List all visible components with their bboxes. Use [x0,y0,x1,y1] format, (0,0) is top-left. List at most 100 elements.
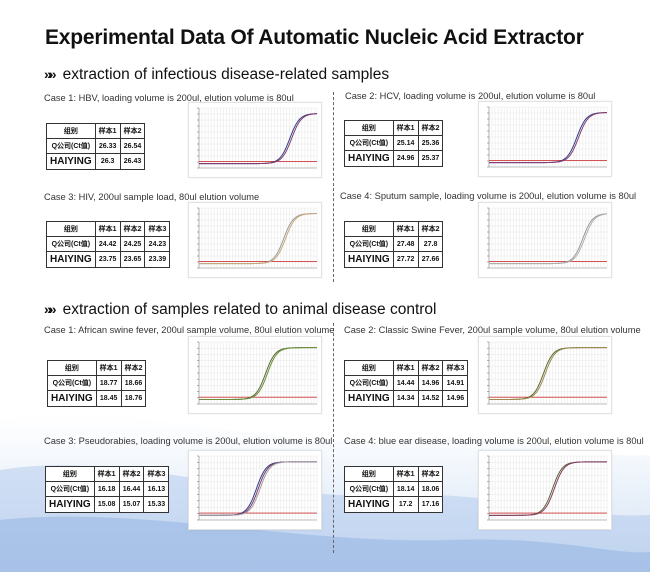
table-row-name: HAIYING [46,153,96,170]
table-cell: 24.42 [94,236,121,252]
amplification-curve [199,347,317,400]
table-cell: 17.16 [417,496,444,513]
case-label: Case 2: HCV, loading volume is 200ul, el… [345,91,596,101]
table-header-cell: 组别 [46,123,96,139]
table-row-name: HAIYING [344,496,394,513]
table-header-cell: 样本2 [120,360,147,376]
table-cell: 23.75 [94,251,121,268]
table-header-cell: 样本1 [392,120,419,136]
table-row-name: Q公司(Ct值) [344,481,394,497]
case-label: Case 2: Classic Swine Fever, 200ul sampl… [344,325,641,335]
amplification-chart-svg [487,341,608,405]
amplification-curve [489,461,607,516]
table-cell: 14.91 [442,375,469,391]
ct-value-table: 组别 样本1 样本2 样本3 Q公司(Ct值) 16.18 16.44 16.13 HAIYIN… [45,466,170,513]
table-header-row: 组别 样本1 样本2 [344,120,444,136]
table-row-name: Q公司(Ct值) [46,236,96,252]
table-row: Q公司(Ct值) 14.44 14.96 14.91 [344,375,469,391]
table-header-cell: 样本2 [417,120,444,136]
table-cell: 23.39 [144,251,171,268]
amplification-chart [478,202,612,278]
table-cell: 27.48 [392,236,419,252]
amplification-curve [489,112,608,164]
table-header-cell: 样本2 [119,221,146,237]
amplification-chart-svg [197,207,318,269]
table-cell: 18.06 [417,481,444,497]
table-cell: 14.96 [442,390,469,407]
table-header-row: 组别 样本1 样本2 样本3 [45,466,170,482]
table-cell: 27.72 [392,251,419,268]
table-header-cell: 组别 [344,120,394,136]
table-row-name: HAIYING [47,390,97,407]
table-row: Q公司(Ct值) 18.14 18.06 [344,481,444,497]
case-label: Case 3: HIV, 200ul sample load, 80ul elu… [44,192,260,202]
table-cell: 27.66 [417,251,444,268]
table-cell: 15.07 [118,496,145,513]
table-header-cell: 样本1 [392,466,419,482]
table-cell: 14.52 [417,390,444,407]
amplification-curve [489,213,608,265]
table-row: Q公司(Ct值) 26.33 26.54 [46,138,146,154]
table-header-cell: 样本2 [118,466,145,482]
table-row: HAIYING 27.72 27.66 [344,251,444,268]
case-label: Case 1: African swine fever, 200ul sampl… [44,325,335,335]
table-row-name: Q公司(Ct值) [47,375,97,391]
table-cell: 24.25 [119,236,146,252]
table-cell: 24.23 [144,236,171,252]
table-cell: 18.77 [95,375,122,391]
amplification-chart [188,202,322,278]
amplification-chart [188,102,322,178]
table-header-row: 组别 样本1 样本2 [47,360,147,376]
table-cell: 18.14 [392,481,419,497]
table-cell: 15.08 [93,496,120,513]
table-row-name: Q公司(Ct值) [45,481,95,497]
table-cell: 17.2 [392,496,419,513]
table-cell: 26.54 [119,138,146,154]
table-header-cell: 样本1 [95,360,122,376]
table-row-name: HAIYING [46,251,96,268]
amplification-chart-svg [197,107,318,169]
ct-value-table: 组别 样本1 样本2 Q公司(Ct值) 26.33 26.54 HAIYING 26.3 26.… [46,123,146,170]
case-label: Case 3: Pseudorabies, loading volume is … [44,436,333,446]
case-label: Case 4: blue ear disease, loading volume… [344,436,644,446]
table-cell: 14.96 [417,375,444,391]
table-cell: 24.96 [392,150,419,167]
table-cell: 25.36 [417,135,444,151]
table-header-row: 组别 样本1 样本2 [344,221,444,237]
section-heading-animal: »» extraction of samples related to anima… [44,301,437,319]
table-header-row: 组别 样本1 样本2 样本3 [46,221,171,237]
table-header-cell: 样本3 [143,466,170,482]
table-cell: 26.3 [94,153,121,170]
ct-value-table: 组别 样本1 样本2 Q公司(Ct值) 18.77 18.66 HAIYING 18.45 18… [47,360,147,407]
table-cell: 16.18 [93,481,120,497]
table-header-cell: 组别 [46,221,96,237]
table-row: HAIYING 26.3 26.43 [46,153,146,170]
table-row: Q公司(Ct值) 18.77 18.66 [47,375,147,391]
table-header-cell: 组别 [45,466,95,482]
amplification-chart-svg [197,341,318,405]
section-heading-text: extraction of infectious disease-related… [62,66,390,83]
ct-value-table: 组别 样本1 样本2 Q公司(Ct值) 25.14 25.36 HAIYING 24.96 25… [344,120,444,167]
section-heading-infectious: »» extraction of infectious disease-relat… [44,66,389,84]
table-cell: 26.43 [119,153,146,170]
table-row-name: HAIYING [344,150,394,167]
table-header-cell: 样本2 [119,123,146,139]
amplification-chart [188,450,322,530]
amplification-curve [199,461,317,516]
table-cell: 18.66 [120,375,147,391]
ct-value-table: 组别 样本1 样本2 样本3 Q公司(Ct值) 14.44 14.96 14.91 HAIYIN… [344,360,469,407]
table-row-name: Q公司(Ct值) [344,236,394,252]
table-cell: 14.34 [392,390,419,407]
table-header-cell: 样本2 [417,221,444,237]
chevron-double-right-icon: »» [44,66,56,82]
page-title: Experimental Data Of Automatic Nucleic A… [45,26,584,49]
table-row: Q公司(Ct值) 25.14 25.36 [344,135,444,151]
table-header-cell: 组别 [344,466,394,482]
case-label: Case 1: HBV, loading volume is 200ul, el… [44,93,294,103]
table-row: HAIYING 23.75 23.65 23.39 [46,251,171,268]
amplification-chart [188,336,322,414]
table-header-cell: 样本1 [93,466,120,482]
table-row: HAIYING 15.08 15.07 15.33 [45,496,170,513]
ct-value-table: 组别 样本1 样本2 样本3 Q公司(Ct值) 24.42 24.25 24.23 HAIYIN… [46,221,171,268]
table-cell: 18.76 [120,390,147,407]
